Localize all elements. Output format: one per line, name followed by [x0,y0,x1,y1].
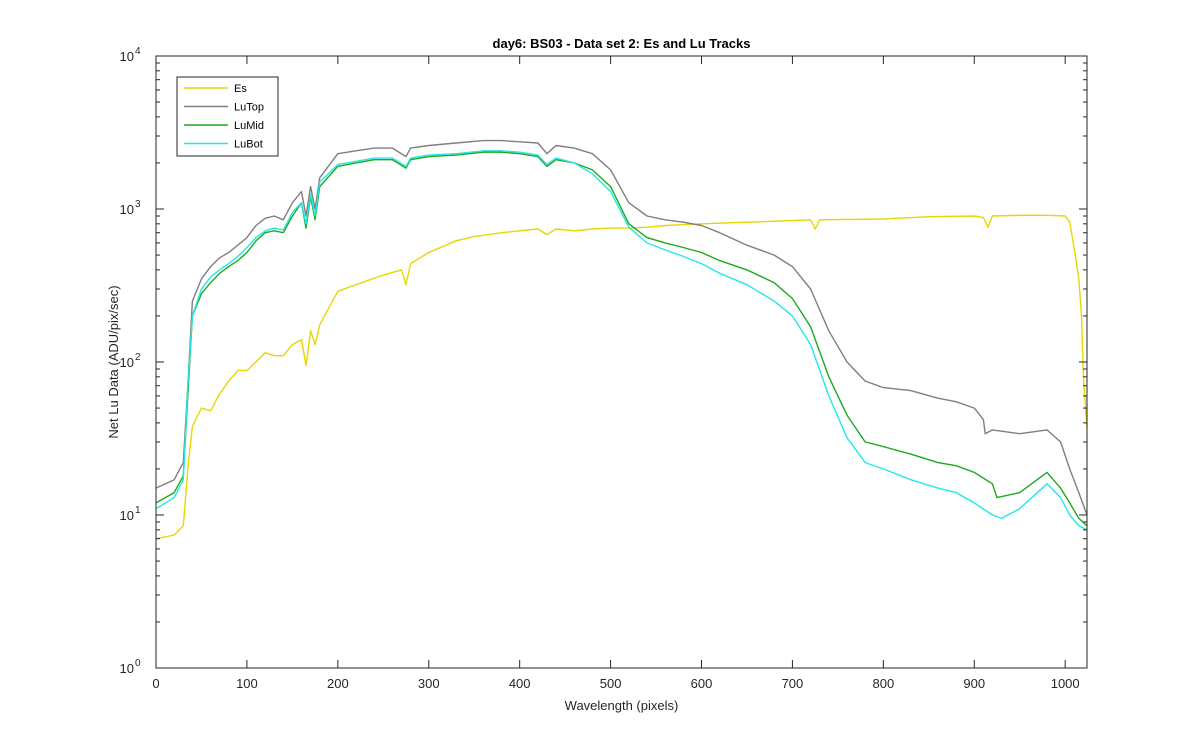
y-tick-label: 10 [120,49,134,64]
series-line-lutop [155,139,1088,516]
series-line-lubot [155,150,1088,531]
y-tick-label: 10 [120,508,134,523]
series-layer [155,139,1088,540]
y-tick-exponent: 1 [135,505,141,516]
x-tick-label: 1000 [1051,676,1080,691]
x-tick-label: 0 [152,676,159,691]
legend-label: LuMid [234,120,264,132]
y-tick-exponent: 0 [135,658,141,669]
y-tick-exponent: 2 [135,352,141,363]
x-tick-label: 800 [872,676,894,691]
x-tick-label: 600 [691,676,713,691]
legend: Es LuTop LuMid LuBot [176,76,279,157]
series-line-es [155,214,1088,540]
y-tick-exponent: 4 [135,46,141,57]
legend-label: LuBot [234,139,263,151]
x-tick-label: 900 [963,676,985,691]
chart-title: day6: BS03 - Data set 2: Es and Lu Track… [493,36,751,51]
x-tick-label: 400 [509,676,531,691]
legend-label: LuTop [234,102,264,114]
y-tick-label: 10 [120,202,134,217]
x-tick-label: 300 [418,676,440,691]
x-tick-label: 700 [782,676,804,691]
x-tick-label: 200 [327,676,349,691]
y-tick-exponent: 3 [135,199,141,210]
x-tick-label: 100 [236,676,258,691]
series-line-lumid [155,151,1088,527]
y-axis-label: Net Lu Data (ADU/pix/sec) [106,285,121,438]
y-tick-label: 10 [120,661,134,676]
legend-label: Es [234,83,247,95]
y-tick-label: 10 [120,355,134,370]
x-axis-label: Wavelength (pixels) [565,698,679,713]
x-tick-label: 500 [600,676,622,691]
plot-area [156,56,1087,668]
